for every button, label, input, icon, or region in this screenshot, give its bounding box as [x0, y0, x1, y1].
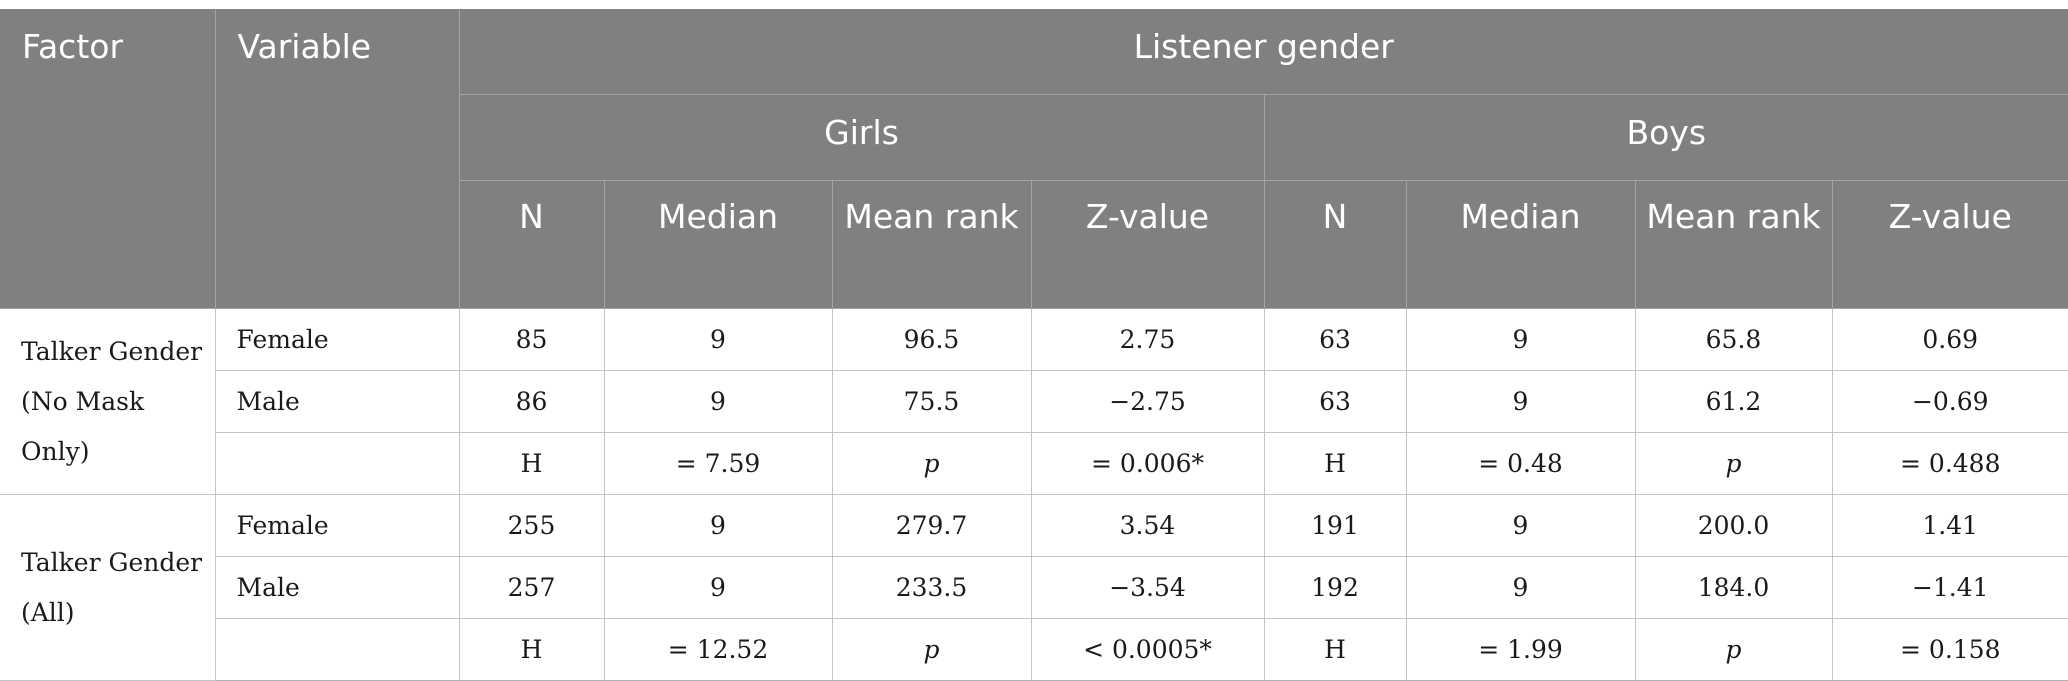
variable-cell — [215, 618, 460, 681]
variable-cell: Male — [215, 370, 460, 433]
boys-n-cell: 63 — [1264, 308, 1407, 371]
table-row: Talker Gender (All) Female 255 9 279.7 3… — [0, 494, 2068, 681]
girls-n-cell: 255 — [459, 494, 605, 557]
boys-mean-rank-cell: 184.0 — [1635, 556, 1833, 619]
girls-h-value-cell: = 7.59 — [604, 432, 833, 495]
boys-mean-rank-cell: 65.8 — [1635, 308, 1833, 371]
header-boys-median: Median — [1406, 180, 1636, 309]
table-row: Male 86 9 75.5 −2.75 63 9 61.2 −0.69 — [0, 370, 2068, 433]
girls-p-label-cell: p — [832, 618, 1032, 681]
girls-z-cell: 3.54 — [1031, 494, 1265, 557]
boys-median-cell: 9 — [1406, 494, 1636, 557]
girls-p-label-cell: p — [832, 432, 1032, 495]
table-row: Male 257 9 233.5 −3.54 192 9 184.0 −1.41 — [0, 556, 2068, 619]
girls-median-cell: 9 — [604, 370, 833, 433]
boys-z-cell: 0.69 — [1832, 308, 2068, 371]
results-table-container: Factor Variable Listener gender Girls Bo… — [0, 9, 2068, 681]
boys-z-cell: −1.41 — [1832, 556, 2068, 619]
header-variable: Variable — [215, 9, 460, 309]
girls-n-cell: 257 — [459, 556, 605, 619]
girls-h-value-cell: = 12.52 — [604, 618, 833, 681]
boys-n-cell: 191 — [1264, 494, 1407, 557]
header-girls-z-value: Z-value — [1031, 180, 1265, 309]
header-boys: Boys — [1264, 94, 2068, 181]
header-boys-mean-rank: Mean rank — [1635, 180, 1833, 309]
girls-z-cell: 2.75 — [1031, 308, 1265, 371]
table-body: Talker Gender (No Mask Only) Female 85 9… — [0, 308, 2068, 681]
girls-n-cell: 85 — [459, 308, 605, 371]
girls-median-cell: 9 — [604, 308, 833, 371]
header-girls-mean-rank: Mean rank — [832, 180, 1032, 309]
girls-z-cell: −3.54 — [1031, 556, 1265, 619]
boys-mean-rank-cell: 61.2 — [1635, 370, 1833, 433]
girls-mean-rank-cell: 279.7 — [832, 494, 1032, 557]
girls-p-value-cell: = 0.006* — [1031, 432, 1265, 495]
girls-h-label-cell: H — [459, 432, 605, 495]
variable-cell: Female — [215, 494, 460, 557]
boys-h-label-cell: H — [1264, 618, 1407, 681]
boys-p-label-cell: p — [1635, 618, 1833, 681]
header-factor: Factor — [0, 9, 216, 309]
table-row: H = 7.59 p = 0.006* H = 0.48 p = 0.488 — [0, 432, 2068, 495]
girls-mean-rank-cell: 96.5 — [832, 308, 1032, 371]
boys-z-cell: −0.69 — [1832, 370, 2068, 433]
girls-mean-rank-cell: 75.5 — [832, 370, 1032, 433]
table-header: Factor Variable Listener gender Girls Bo… — [0, 9, 2068, 309]
factor-cell: Talker Gender (All) — [0, 494, 216, 681]
girls-mean-rank-cell: 233.5 — [832, 556, 1032, 619]
header-boys-z-value: Z-value — [1832, 180, 2068, 309]
header-girls: Girls — [459, 94, 1265, 181]
header-girls-n: N — [459, 180, 605, 309]
variable-cell: Male — [215, 556, 460, 619]
girls-median-cell: 9 — [604, 494, 833, 557]
boys-p-value-cell: = 0.158 — [1832, 618, 2068, 681]
boys-median-cell: 9 — [1406, 556, 1636, 619]
variable-cell — [215, 432, 460, 495]
header-boys-n: N — [1264, 180, 1407, 309]
table-row: H = 12.52 p < 0.0005* H = 1.99 p = 0.158 — [0, 618, 2068, 681]
boys-median-cell: 9 — [1406, 370, 1636, 433]
boys-mean-rank-cell: 200.0 — [1635, 494, 1833, 557]
boys-z-cell: 1.41 — [1832, 494, 2068, 557]
girls-n-cell: 86 — [459, 370, 605, 433]
boys-h-label-cell: H — [1264, 432, 1407, 495]
girls-z-cell: −2.75 — [1031, 370, 1265, 433]
variable-cell: Female — [215, 308, 460, 371]
boys-n-cell: 192 — [1264, 556, 1407, 619]
boys-h-value-cell: = 1.99 — [1406, 618, 1636, 681]
boys-h-value-cell: = 0.48 — [1406, 432, 1636, 495]
boys-median-cell: 9 — [1406, 308, 1636, 371]
girls-p-value-cell: < 0.0005* — [1031, 618, 1265, 681]
boys-p-value-cell: = 0.488 — [1832, 432, 2068, 495]
boys-p-label-cell: p — [1635, 432, 1833, 495]
results-table: Factor Variable Listener gender Girls Bo… — [0, 9, 2068, 681]
factor-cell: Talker Gender (No Mask Only) — [0, 308, 216, 495]
boys-n-cell: 63 — [1264, 370, 1407, 433]
girls-h-label-cell: H — [459, 618, 605, 681]
table-row: Talker Gender (No Mask Only) Female 85 9… — [0, 308, 2068, 495]
header-girls-median: Median — [604, 180, 833, 309]
header-listener-gender: Listener gender — [459, 9, 2068, 95]
girls-median-cell: 9 — [604, 556, 833, 619]
